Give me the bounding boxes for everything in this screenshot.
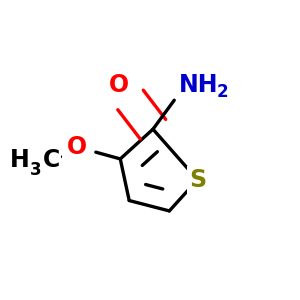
Text: S: S bbox=[189, 168, 206, 192]
Text: C: C bbox=[42, 148, 60, 172]
Text: O: O bbox=[67, 135, 87, 159]
Text: O: O bbox=[109, 73, 129, 97]
Text: NH: NH bbox=[179, 73, 219, 97]
Text: 2: 2 bbox=[217, 83, 229, 101]
Text: 3: 3 bbox=[30, 161, 41, 179]
Text: H: H bbox=[10, 148, 30, 172]
